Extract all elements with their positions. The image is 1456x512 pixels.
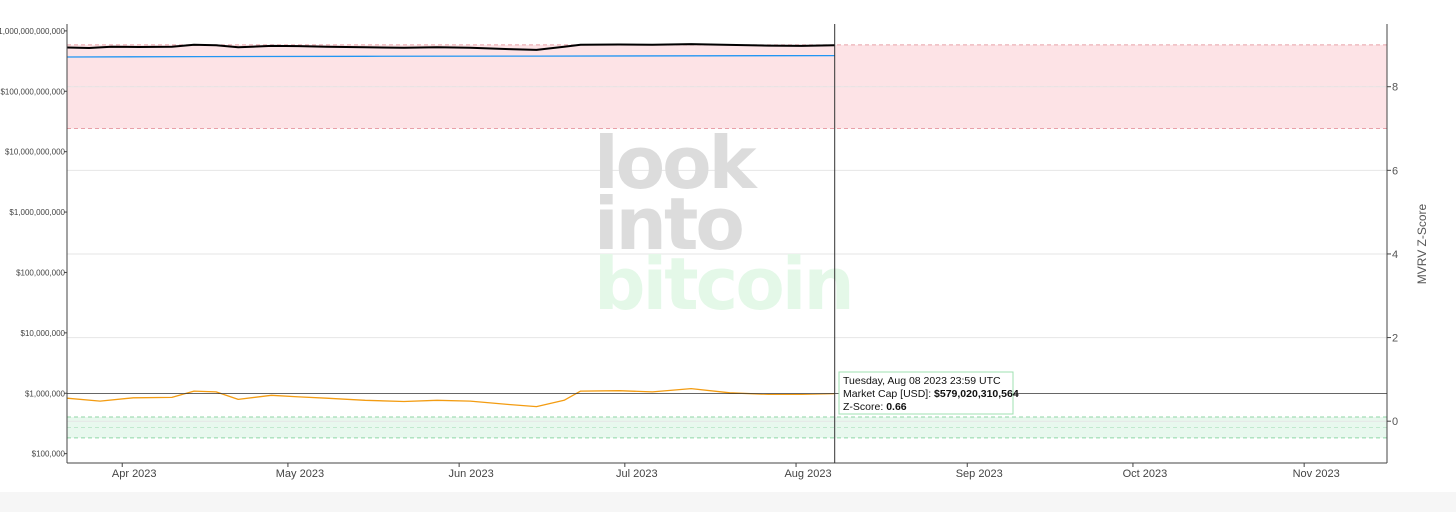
left-tick-label-4: $1,000,000,000	[9, 208, 65, 217]
series-line-2[interactable]	[66, 387, 835, 408]
left-tick-label-3: $100,000,000	[16, 268, 65, 277]
right-tick-label-1: 2	[1392, 333, 1398, 345]
tooltip-z-label: Z-Score:	[843, 401, 886, 413]
right-axis-ticks: 0 2 4 6 8	[1387, 82, 1398, 428]
left-tick-label-5: $10,000,000,000	[5, 148, 66, 157]
x-tick-label-0: Apr 2023	[112, 468, 157, 480]
bottom-strip	[0, 492, 1456, 512]
x-tick-label-2: Jun 2023	[449, 468, 494, 480]
hover-tooltip: Tuesday, Aug 08 2023 23:59 UTC Market Ca…	[838, 371, 1019, 415]
right-axis-title: MVRV Z-Score	[1415, 203, 1429, 284]
hover-crosshair	[67, 24, 1387, 463]
tooltip-box	[838, 371, 1014, 415]
x-tick-label-3: Jul 2023	[616, 468, 658, 480]
left-tick-label-1: $1,000,000	[25, 389, 66, 398]
watermark-line-2: into	[594, 182, 742, 266]
tooltip-cap-value: $579,020,310,564	[934, 388, 1019, 400]
data-series[interactable]	[66, 43, 835, 408]
x-tick-label-6: Oct 2023	[1123, 468, 1168, 480]
x-tick-label-7: Nov 2023	[1293, 468, 1340, 480]
tooltip-date: Tuesday, Aug 08 2023 23:59 UTC	[843, 375, 1001, 387]
x-tick-label-5: Sep 2023	[956, 468, 1003, 480]
left-tick-label-7: $1,000,000,000,000	[0, 27, 66, 36]
right-tick-label-3: 6	[1392, 165, 1398, 177]
right-tick-label-0: 0	[1392, 416, 1398, 428]
left-axis-ticks: $100,000 $1,000,000 $10,000,000 $100,000,00…	[0, 27, 67, 459]
lookintobitcoin-watermark: look into bitcoin	[594, 121, 855, 326]
gridlines	[67, 86, 1387, 422]
axes-frame	[66, 24, 1388, 464]
series-line-0[interactable]	[66, 43, 835, 51]
tooltip-zscore: Z-Score: 0.66	[843, 401, 907, 413]
left-tick-label-6: $100,000,000,000	[0, 87, 65, 96]
right-tick-label-2: 4	[1392, 249, 1398, 261]
right-tick-label-4: 8	[1392, 82, 1398, 94]
x-tick-label-4: Aug 2023	[784, 468, 831, 480]
x-tick-label-1: May 2023	[276, 468, 324, 480]
series-line-1[interactable]	[66, 54, 835, 58]
x-axis-ticks: Apr 2023 May 2023 Jun 2023 Jul 2023 Aug 2023…	[112, 463, 1340, 480]
left-tick-label-0: $100,000	[32, 450, 66, 459]
watermark-line-1: look	[594, 121, 759, 205]
tooltip-market-cap: Market Cap [USD]: $579,020,310,564	[843, 388, 1019, 400]
tooltip-cap-label: Market Cap [USD]:	[843, 388, 934, 400]
watermark-line-3: bitcoin	[594, 242, 852, 326]
left-tick-label-2: $10,000,000	[21, 329, 66, 338]
tooltip-z-value: 0.66	[886, 401, 907, 413]
